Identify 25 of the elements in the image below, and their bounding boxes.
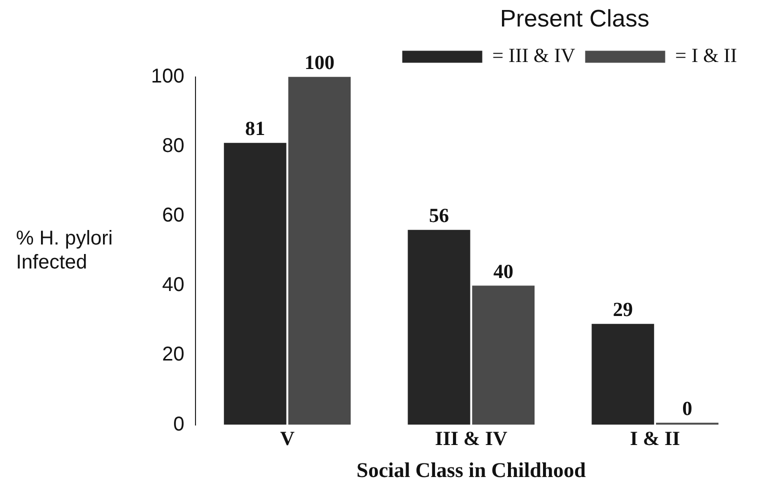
data-label: 81 — [245, 118, 266, 140]
x-tick-label: V — [280, 428, 296, 450]
y-axis-title: % H. pylori Infected — [16, 227, 113, 274]
y-tick-label: 80 — [162, 134, 184, 157]
x-axis-title: Social Class in Childhood — [356, 458, 586, 482]
bar — [408, 230, 470, 425]
data-label: 100 — [304, 52, 334, 74]
data-label: 40 — [493, 260, 514, 283]
y-tick-label: 20 — [162, 344, 184, 366]
legend-label: = III & IV — [492, 45, 576, 68]
data-label: 29 — [612, 299, 633, 322]
legend-title: Present Class — [500, 6, 650, 33]
y-tick-label: 100 — [150, 65, 184, 88]
bar — [288, 76, 351, 425]
bar — [592, 324, 654, 425]
x-tick-label: I & II — [630, 428, 680, 450]
data-label: 0 — [682, 398, 692, 420]
x-tick-label: III & IV — [435, 428, 508, 450]
legend-label: = I & II — [675, 45, 738, 68]
y-tick-label: 0 — [173, 413, 184, 436]
bar — [472, 286, 535, 425]
y-tick-label: 40 — [162, 274, 184, 296]
y-tick-label: 60 — [162, 204, 184, 227]
data-label: 56 — [429, 205, 450, 228]
bar — [224, 142, 286, 425]
